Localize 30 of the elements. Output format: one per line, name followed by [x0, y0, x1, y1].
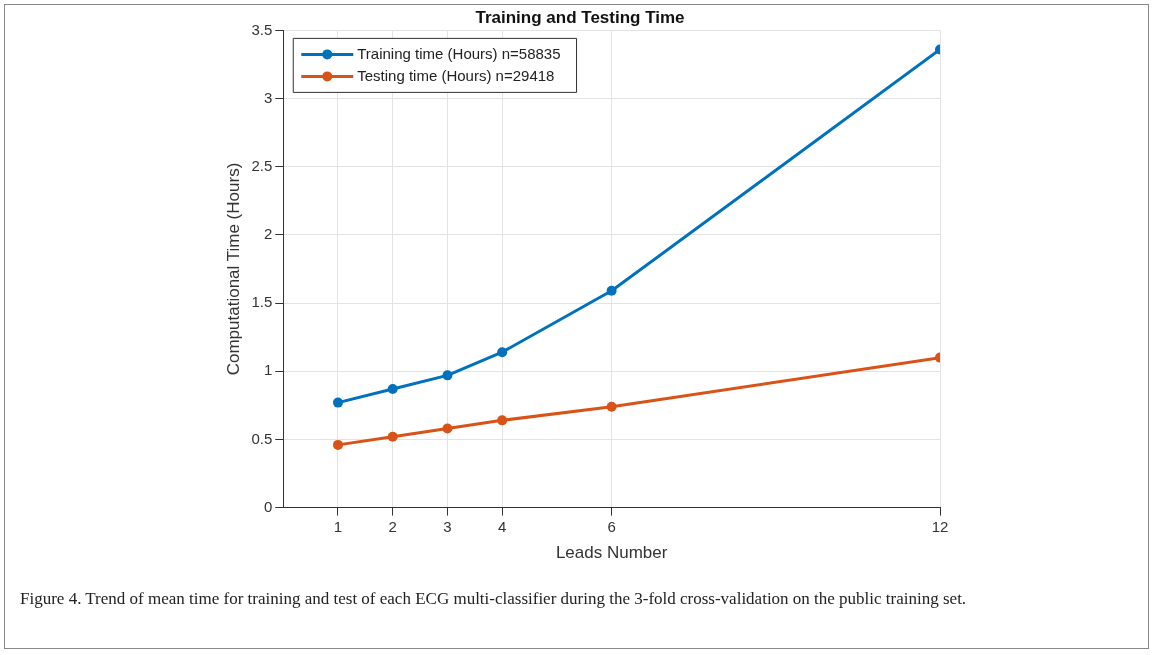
y-axis-title: Computational Time (Hours) — [223, 162, 243, 376]
y-tick-label: 2 — [263, 225, 273, 243]
point — [387, 431, 398, 442]
x-tick-label: 2 — [388, 517, 397, 535]
x-tick-label: 1 — [333, 517, 343, 535]
y-tick-label: 0 — [263, 497, 273, 515]
x-tick-label: 6 — [607, 517, 616, 535]
point — [442, 423, 453, 434]
y-tick-label: 2.5 — [251, 156, 273, 174]
point — [497, 415, 508, 426]
point — [606, 401, 617, 412]
y-tick-label: 3 — [263, 88, 273, 106]
caption: Figure 4. Trend of mean time for training and test of each ECG multi-classifier during the 3-fold cross-validation on the public training set. — [20, 588, 968, 609]
y-tick-label: 3.5 — [251, 20, 273, 38]
point — [442, 370, 453, 381]
x-tick-label: 4 — [498, 517, 507, 535]
point — [497, 347, 508, 358]
y-tick-label: 1 — [263, 361, 273, 379]
point — [606, 285, 617, 296]
x-tick-label: 3 — [443, 517, 452, 535]
chart-title: Training and Testing Time — [475, 7, 685, 27]
legend-label: Testing time (Hours) n=29418 — [357, 66, 555, 84]
point — [332, 439, 343, 450]
y-tick-label: 0.5 — [251, 429, 273, 447]
point — [332, 397, 343, 408]
point — [387, 383, 398, 394]
x-tick-label: 12 — [931, 517, 949, 535]
x-axis-title: Leads Number — [555, 543, 668, 563]
y-tick-label: 1.5 — [251, 293, 273, 311]
legend-label: Training time (Hours) n=58835 — [357, 44, 561, 62]
